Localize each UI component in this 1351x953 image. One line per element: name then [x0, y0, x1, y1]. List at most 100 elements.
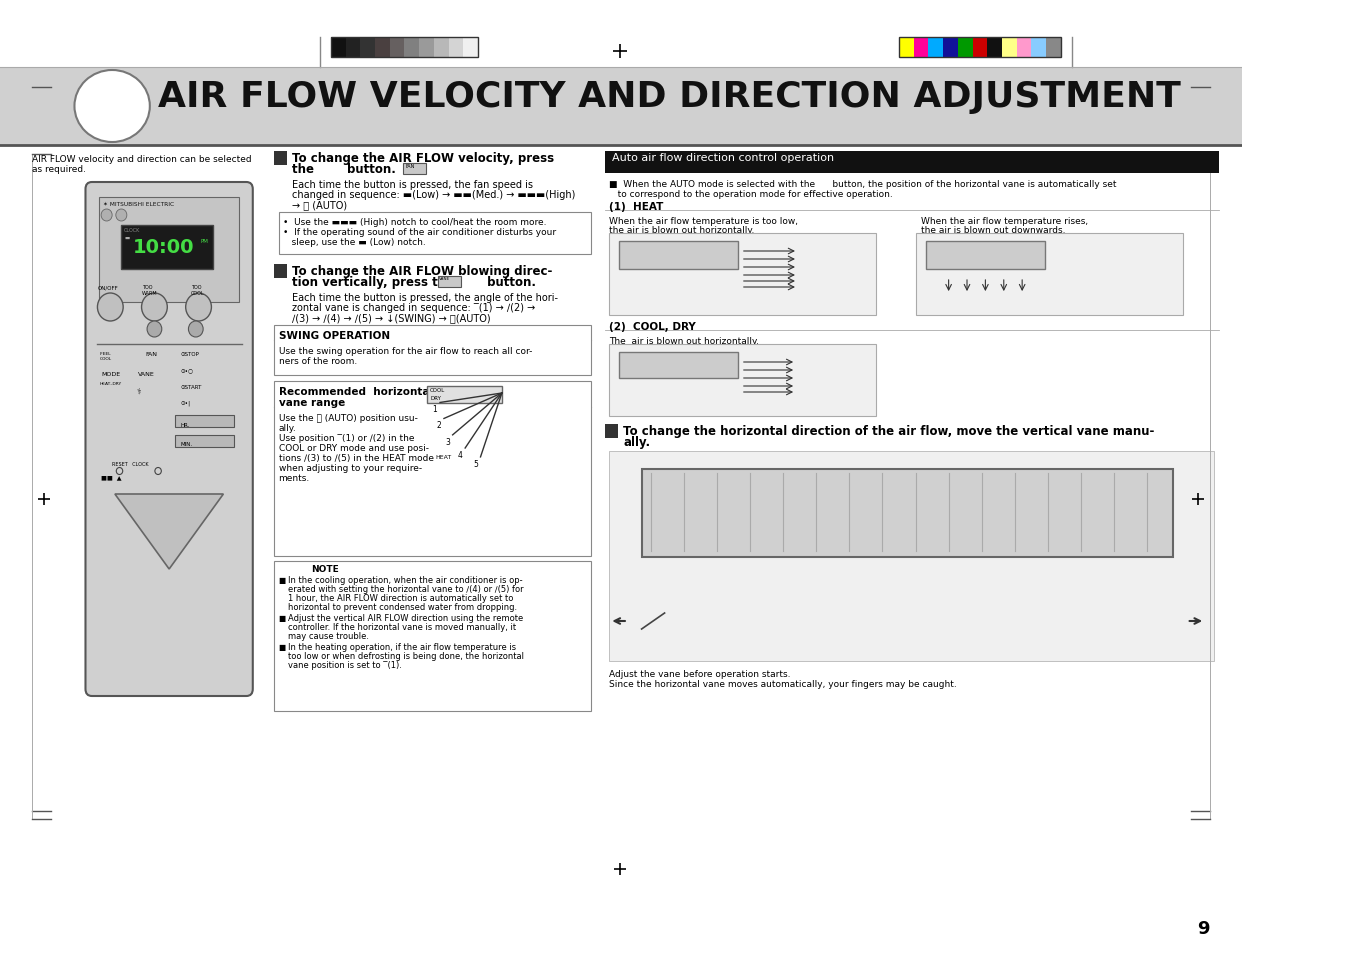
Bar: [609, 345, 875, 416]
Bar: [609, 452, 1215, 661]
Bar: [609, 233, 875, 315]
Text: Use the swing operation for the air flow to reach all cor-: Use the swing operation for the air flow…: [278, 347, 532, 355]
Text: ners of the room.: ners of the room.: [278, 356, 357, 366]
Text: Use position ‾(1) or ∕(2) in the: Use position ‾(1) or ∕(2) in the: [278, 434, 413, 442]
Text: may cause trouble.: may cause trouble.: [288, 631, 369, 640]
Text: 1: 1: [432, 405, 438, 414]
Text: To change the AIR FLOW velocity, press: To change the AIR FLOW velocity, press: [292, 152, 554, 165]
Bar: [943, 38, 958, 58]
Text: Each time the button is pressed, the angle of the hori-: Each time the button is pressed, the ang…: [292, 293, 558, 303]
Text: controller. If the horizontal vane is moved manually, it: controller. If the horizontal vane is mo…: [288, 622, 516, 631]
Text: ■: ■: [278, 614, 286, 622]
Text: Since the horizontal vane moves automatically, your fingers may be caught.: Since the horizontal vane moves automati…: [609, 679, 958, 688]
Bar: [403, 164, 426, 174]
Text: 5: 5: [473, 459, 478, 469]
Bar: [99, 198, 239, 303]
Text: ⊙∙○: ⊙∙○: [180, 368, 193, 373]
Bar: [619, 353, 738, 378]
Bar: [449, 38, 463, 58]
Bar: [331, 38, 346, 58]
Text: ally.: ally.: [278, 423, 296, 433]
Text: (1)  HEAT: (1) HEAT: [609, 202, 663, 212]
Text: HEAT–DRY: HEAT–DRY: [99, 381, 122, 386]
Text: The  air is blown out horizontally.: The air is blown out horizontally.: [609, 336, 759, 346]
Text: HEAT: HEAT: [436, 455, 453, 459]
Text: 2: 2: [436, 421, 442, 430]
Text: too low or when defrosting is being done, the horizontal: too low or when defrosting is being done…: [288, 651, 524, 660]
Text: When the air flow temperature rises,: When the air flow temperature rises,: [921, 216, 1088, 226]
Text: PM: PM: [200, 239, 208, 244]
Text: 3: 3: [446, 437, 450, 446]
Bar: [463, 38, 478, 58]
Text: ■■  ▲: ■■ ▲: [101, 475, 122, 479]
Bar: [925, 242, 1046, 270]
Bar: [174, 416, 234, 428]
Text: IFEEL
COOL: IFEEL COOL: [99, 352, 111, 360]
Bar: [174, 436, 234, 448]
Text: zontal vane is changed in sequence: ‾(1) → ∕(2) →: zontal vane is changed in sequence: ‾(1)…: [292, 303, 535, 313]
Circle shape: [147, 322, 162, 337]
Text: 4: 4: [458, 451, 462, 459]
Text: ments.: ments.: [278, 474, 309, 482]
Text: •  Use the ▬▬▬ (High) notch to cool/heat the room more.: • Use the ▬▬▬ (High) notch to cool/heat …: [284, 218, 547, 227]
Bar: [958, 38, 973, 58]
Bar: [973, 38, 988, 58]
Bar: [434, 38, 449, 58]
Circle shape: [188, 322, 203, 337]
Text: Use the ⓐ (AUTO) position usu-: Use the ⓐ (AUTO) position usu-: [278, 414, 417, 422]
Bar: [988, 38, 1002, 58]
Bar: [274, 326, 590, 375]
Bar: [619, 242, 738, 270]
Bar: [274, 265, 286, 278]
Text: vane position is set to ‾(1).: vane position is set to ‾(1).: [288, 660, 401, 669]
Bar: [427, 387, 501, 403]
Text: VANE: VANE: [439, 276, 450, 281]
Text: SWING OPERATION: SWING OPERATION: [278, 331, 389, 340]
Text: (2)  COOL, DRY: (2) COOL, DRY: [609, 322, 696, 332]
Text: erated with setting the horizontal vane to ∕(4) or ∕(5) for: erated with setting the horizontal vane …: [288, 584, 523, 594]
Bar: [1017, 38, 1031, 58]
Text: •  If the operating sound of the air conditioner disturbs your: • If the operating sound of the air cond…: [284, 228, 557, 236]
Text: Auto air flow direction control operation: Auto air flow direction control operatio…: [612, 152, 835, 163]
Text: horizontal to prevent condensed water from dropping.: horizontal to prevent condensed water fr…: [288, 602, 517, 612]
Text: ⚕: ⚕: [136, 388, 141, 396]
Text: ✶ MITSUBISHI ELECTRIC: ✶ MITSUBISHI ELECTRIC: [103, 202, 174, 207]
Text: when adjusting to your require-: when adjusting to your require-: [278, 463, 422, 473]
Circle shape: [97, 294, 123, 322]
Bar: [928, 38, 943, 58]
Bar: [361, 38, 376, 58]
Bar: [1046, 38, 1061, 58]
Text: CLOCK: CLOCK: [124, 228, 141, 233]
Bar: [0, 68, 1242, 146]
Text: ally.: ally.: [623, 436, 650, 449]
Text: ■  When the AUTO mode is selected with the      button, the position of the hori: ■ When the AUTO mode is selected with th…: [609, 180, 1117, 189]
Text: To change the horizontal direction of the air flow, move the vertical vane manu-: To change the horizontal direction of th…: [623, 424, 1155, 437]
Text: Adjust the vane before operation starts.: Adjust the vane before operation starts.: [609, 669, 790, 679]
Text: COOL or DRY mode and use posi-: COOL or DRY mode and use posi-: [278, 443, 428, 453]
Text: Recommended  horizontal: Recommended horizontal: [278, 387, 432, 396]
Bar: [376, 38, 389, 58]
Bar: [122, 226, 213, 270]
Text: In the cooling operation, when the air conditioner is op-: In the cooling operation, when the air c…: [288, 576, 523, 584]
Text: HR.: HR.: [180, 422, 189, 428]
Text: ⊙START: ⊙START: [180, 385, 201, 390]
Text: 1 hour, the AIR FLOW direction is automatically set to: 1 hour, the AIR FLOW direction is automa…: [288, 594, 513, 602]
Text: tions ∕(3) to ∕(5) in the HEAT mode: tions ∕(3) to ∕(5) in the HEAT mode: [278, 454, 434, 462]
Ellipse shape: [74, 71, 150, 143]
Text: 9: 9: [1197, 919, 1209, 937]
Text: to correspond to the operation mode for effective operation.: to correspond to the operation mode for …: [609, 190, 893, 199]
Bar: [605, 152, 1219, 173]
Text: FAN: FAN: [405, 164, 415, 169]
Bar: [404, 38, 419, 58]
Text: AIR FLOW velocity and direction can be selected: AIR FLOW velocity and direction can be s…: [32, 154, 251, 164]
Text: TOO
WARM: TOO WARM: [142, 285, 157, 295]
Bar: [1031, 38, 1046, 58]
Bar: [346, 38, 361, 58]
Bar: [642, 470, 1173, 558]
Bar: [274, 381, 590, 557]
Text: → ⓐ (AUTO): → ⓐ (AUTO): [292, 200, 347, 210]
Bar: [419, 38, 434, 58]
Text: VANE: VANE: [138, 372, 154, 376]
Text: the        button.: the button.: [292, 163, 396, 175]
Text: tion vertically, press the        button.: tion vertically, press the button.: [292, 275, 536, 289]
